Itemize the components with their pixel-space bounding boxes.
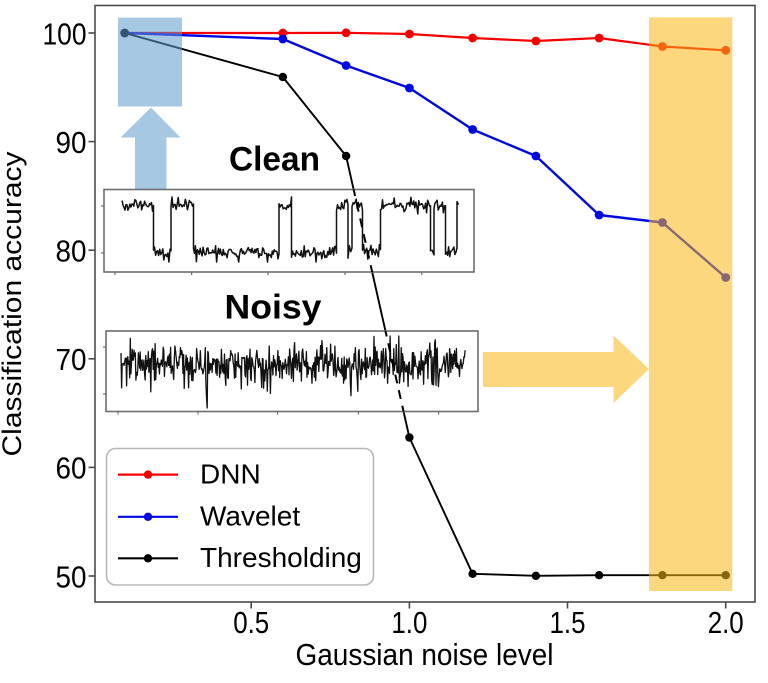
svg-text:80: 80	[56, 234, 87, 269]
svg-text:60: 60	[56, 451, 87, 486]
svg-text:50: 50	[56, 559, 87, 594]
svg-text:Thresholding: Thresholding	[200, 542, 362, 573]
svg-text:Classification accuracy: Classification accuracy	[0, 151, 27, 457]
svg-text:100: 100	[43, 16, 87, 51]
svg-text:Wavelet: Wavelet	[200, 501, 300, 532]
svg-text:Noisy: Noisy	[225, 289, 322, 327]
svg-text:Clean: Clean	[229, 141, 320, 179]
svg-text:1.0: 1.0	[391, 605, 427, 640]
svg-text:2.0: 2.0	[708, 605, 744, 640]
svg-text:1.5: 1.5	[550, 605, 586, 640]
svg-text:DNN: DNN	[200, 458, 261, 489]
svg-text:70: 70	[56, 342, 87, 377]
svg-text:0.5: 0.5	[233, 605, 269, 640]
svg-text:Gaussian noise level: Gaussian noise level	[296, 637, 554, 672]
svg-text:90: 90	[56, 125, 87, 160]
